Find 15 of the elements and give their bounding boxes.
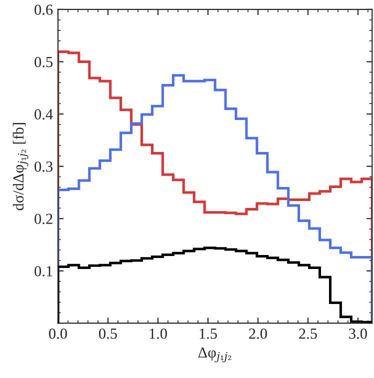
x-tick-label: 2.5 [299,328,317,339]
y-tick-label: 0.1 [34,266,52,276]
x-tick-label: 0.0 [49,328,67,339]
x-tick-label: 0.5 [99,328,117,339]
y-tick-label: 0.5 [34,56,53,68]
x-tick-label: 2.0 [249,328,267,339]
x-tick-label: 1.5 [200,328,217,339]
x-tick-label: 3.0 [349,328,367,339]
x-tick-label: 1.0 [150,328,167,339]
x-axis-title: Δφ$_{j₁j₂}$ [198,347,232,362]
y-tick-label: 0.2 [34,214,52,224]
y-tick-label: 0.3 [34,161,53,172]
y-tick-label: 0.6 [34,4,53,15]
y-axis-title: dσ/dΔφ$_{j₁j₂}$ [fb] [12,123,28,210]
y-tick-label: 0.4 [34,109,53,120]
